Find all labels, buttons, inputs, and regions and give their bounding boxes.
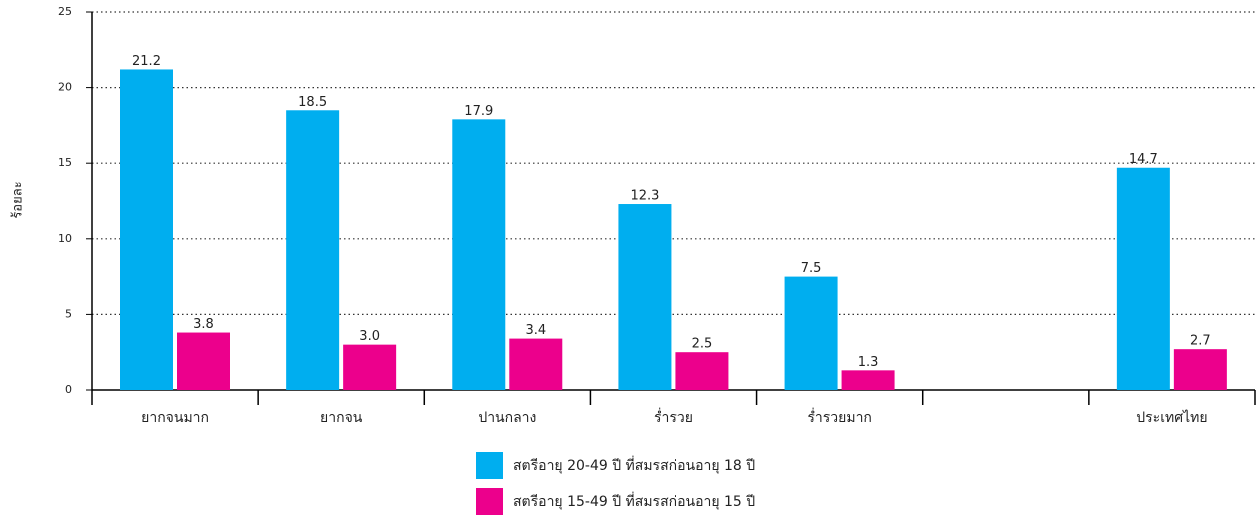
value-label: 18.5 (298, 95, 327, 110)
value-label: 3.4 (525, 323, 546, 338)
x-tick-label: ปานกลาง (478, 410, 536, 426)
bar (452, 119, 506, 391)
value-label: 7.5 (801, 261, 822, 276)
bar (841, 370, 895, 390)
value-label: 3.8 (193, 317, 214, 332)
bar (286, 110, 340, 390)
legend-label: สตรีอายุ 15-49 ปี ที่สมรสก่อนอายุ 15 ปี (513, 492, 755, 510)
x-tick-label: ประเทศไทย (1136, 409, 1207, 426)
value-label: 12.3 (630, 189, 659, 204)
y-axis-label: ร้อยละ (11, 181, 26, 218)
legend-swatch (476, 452, 503, 479)
bar (177, 332, 230, 390)
y-tick-label: 0 (65, 383, 72, 396)
value-label: 1.3 (858, 355, 879, 370)
value-label: 14.7 (1129, 152, 1158, 167)
x-tick-label: ยากจน (320, 410, 363, 426)
value-label: 2.5 (692, 337, 713, 352)
bar (675, 352, 729, 390)
bar (343, 344, 397, 390)
bar (120, 69, 173, 391)
value-label: 17.9 (464, 104, 493, 119)
x-tick-label: ร่ำรวย (654, 408, 693, 426)
value-label: 21.2 (132, 54, 161, 69)
bar (509, 338, 563, 390)
y-tick-label: 10 (58, 232, 72, 245)
value-label: 3.0 (359, 329, 380, 344)
y-tick-label: 25 (58, 5, 72, 18)
y-tick-label: 15 (58, 156, 72, 169)
legend-swatch (476, 488, 503, 515)
x-tick-label: ยากจนมาก (141, 410, 209, 426)
y-tick-label: 5 (65, 307, 72, 320)
legend-label: สตรีอายุ 20-49 ปี ที่สมรสก่อนอายุ 18 ปี (513, 456, 755, 474)
bar (618, 204, 672, 390)
y-tick-label: 20 (58, 81, 72, 94)
bar (1173, 349, 1227, 390)
bar (784, 276, 838, 390)
x-tick-label: ร่ำรวยมาก (807, 408, 872, 426)
bar (1116, 167, 1170, 390)
value-label: 2.7 (1190, 334, 1211, 349)
